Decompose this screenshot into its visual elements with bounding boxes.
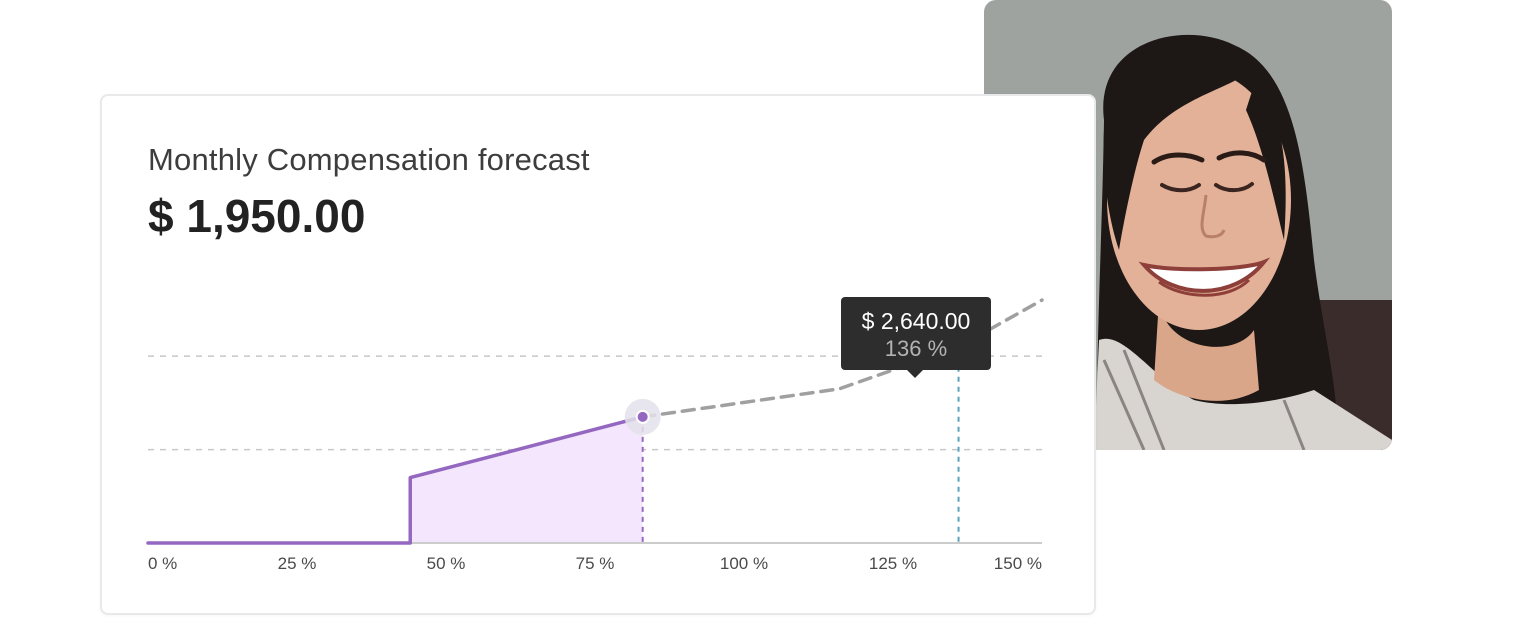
x-tick-label: 75 % [576,554,615,573]
forecast-card: Monthly Compensation forecast $ 1,950.00… [100,94,1096,615]
series-1-area [148,416,643,543]
portrait-photo [984,0,1392,450]
x-tick-label: 150 % [994,554,1042,573]
forecast-amount: $ 1,950.00 [148,190,366,242]
series-1-line [146,415,645,545]
x-tick-label: 0 % [148,554,177,573]
x-tick-label: 125 % [869,554,917,573]
x-tick-label: 100 % [720,554,768,573]
card-title: Monthly Compensation forecast [148,142,590,177]
marker-1-dot [635,409,650,424]
tooltip-percent: 136 % [884,336,948,361]
x-tick-label: 25 % [278,554,317,573]
value-tooltip: $ 2,640.00 136 % [841,297,991,378]
tooltip-amount: $ 2,640.00 [861,308,971,334]
x-tick-label: 50 % [427,554,466,573]
